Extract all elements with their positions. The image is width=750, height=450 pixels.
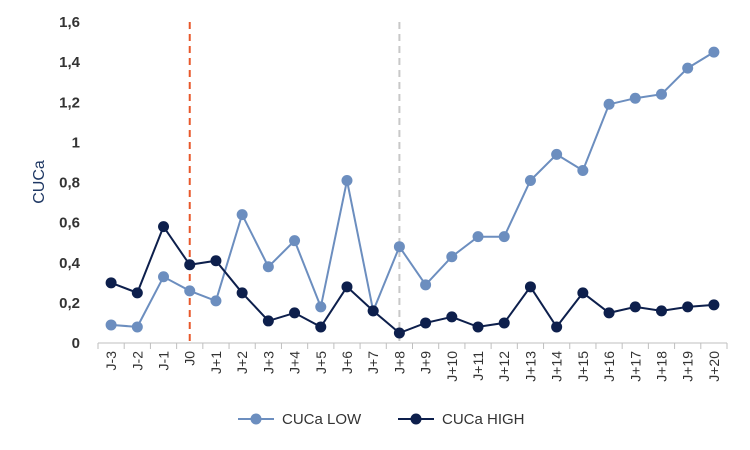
data-point	[393, 327, 405, 339]
x-tick-label: J+4	[287, 351, 303, 374]
data-point	[210, 255, 222, 267]
data-point	[577, 164, 589, 176]
y-tick-label: 0,4	[59, 255, 81, 272]
data-point	[210, 295, 222, 307]
y-axis-title: CUCa	[31, 160, 48, 204]
x-tick-label: J+5	[313, 351, 329, 374]
data-point	[131, 321, 143, 333]
series-line	[110, 224, 714, 335]
data-point	[289, 307, 301, 319]
x-tick-label: J-3	[103, 351, 119, 371]
data-point	[105, 277, 117, 289]
axes: 0 0,2 0,4 0,6 0,8 1 1,2 1,4 1,6 J-3 J-2 J-1 J0 J+1 J+2…	[59, 14, 728, 382]
y-tick-label: 1	[72, 134, 80, 151]
data-point	[105, 319, 117, 331]
data-point	[551, 321, 563, 333]
data-point	[184, 259, 196, 271]
y-tick-label: 0,2	[59, 295, 80, 312]
legend-label: CUCa HIGH	[442, 411, 525, 428]
x-tick-label: J+15	[575, 351, 591, 382]
data-point	[184, 285, 196, 297]
data-point	[551, 148, 563, 160]
x-tick-label: J+2	[234, 351, 250, 374]
reference-lines	[188, 22, 401, 343]
data-point	[393, 241, 405, 253]
series-line	[111, 51, 715, 328]
data-point	[315, 301, 327, 313]
data-point	[158, 221, 170, 233]
legend-label: CUCa LOW	[282, 411, 362, 428]
data-point	[655, 88, 667, 100]
x-tick-label: J+1	[208, 351, 224, 374]
x-tick-label: J+8	[391, 351, 407, 374]
data-point	[708, 299, 720, 311]
data-point	[236, 209, 248, 221]
data-point	[262, 315, 274, 327]
y-tick-label: 1,6	[59, 14, 80, 31]
series-group	[105, 46, 720, 339]
x-tick-label: J+17	[627, 351, 643, 382]
x-tick-label: J+18	[653, 351, 669, 382]
x-tick-label: J+10	[444, 351, 460, 382]
data-point	[131, 287, 143, 299]
x-tick-label: J0	[182, 351, 198, 366]
x-tick-label: J+16	[601, 351, 617, 382]
data-point	[708, 46, 720, 58]
legend-marker	[250, 413, 262, 425]
y-tick-label: 0,6	[59, 215, 80, 232]
x-tick-label: J+9	[418, 351, 434, 374]
data-point	[472, 231, 484, 243]
data-point	[603, 307, 615, 319]
data-point	[446, 311, 458, 323]
x-tick-label: J+12	[496, 351, 512, 382]
y-tick-label: 0	[72, 335, 80, 352]
data-point	[341, 174, 353, 186]
x-tick-label: J-2	[129, 351, 145, 371]
x-tick-label: J+11	[470, 351, 486, 381]
x-tick-label: J+6	[339, 351, 355, 374]
data-point	[498, 317, 510, 329]
x-tick-label: J+7	[365, 351, 381, 374]
data-point	[158, 271, 170, 283]
data-point	[603, 98, 615, 110]
x-tick-label: J+13	[522, 351, 538, 382]
data-point	[629, 301, 641, 313]
x-tick-label: J+14	[549, 351, 565, 382]
y-tick-label: 1,2	[59, 94, 80, 111]
data-point	[498, 231, 510, 243]
data-point	[262, 261, 274, 273]
y-tick-label: 1,4	[59, 54, 81, 71]
x-tick-label: J+20	[706, 351, 722, 382]
data-point	[289, 235, 301, 247]
data-point	[629, 92, 641, 104]
data-point	[682, 301, 694, 313]
data-point	[315, 321, 327, 333]
data-point	[472, 321, 484, 333]
data-point	[682, 62, 694, 74]
data-point	[420, 279, 432, 291]
x-tick-label: J+19	[680, 351, 696, 382]
data-point	[446, 251, 458, 263]
data-point	[236, 287, 248, 299]
data-point	[420, 317, 432, 329]
legend-marker	[410, 413, 422, 425]
y-tick-label: 0,8	[59, 175, 80, 192]
data-point	[655, 305, 667, 317]
x-tick-label: J+3	[260, 351, 276, 374]
data-point	[341, 281, 353, 293]
data-point	[577, 287, 589, 299]
legend: CUCa LOW CUCa HIGH	[238, 411, 525, 428]
data-point	[367, 305, 379, 317]
data-point	[524, 281, 536, 293]
data-point	[524, 174, 536, 186]
x-tick-label: J-1	[156, 351, 172, 371]
